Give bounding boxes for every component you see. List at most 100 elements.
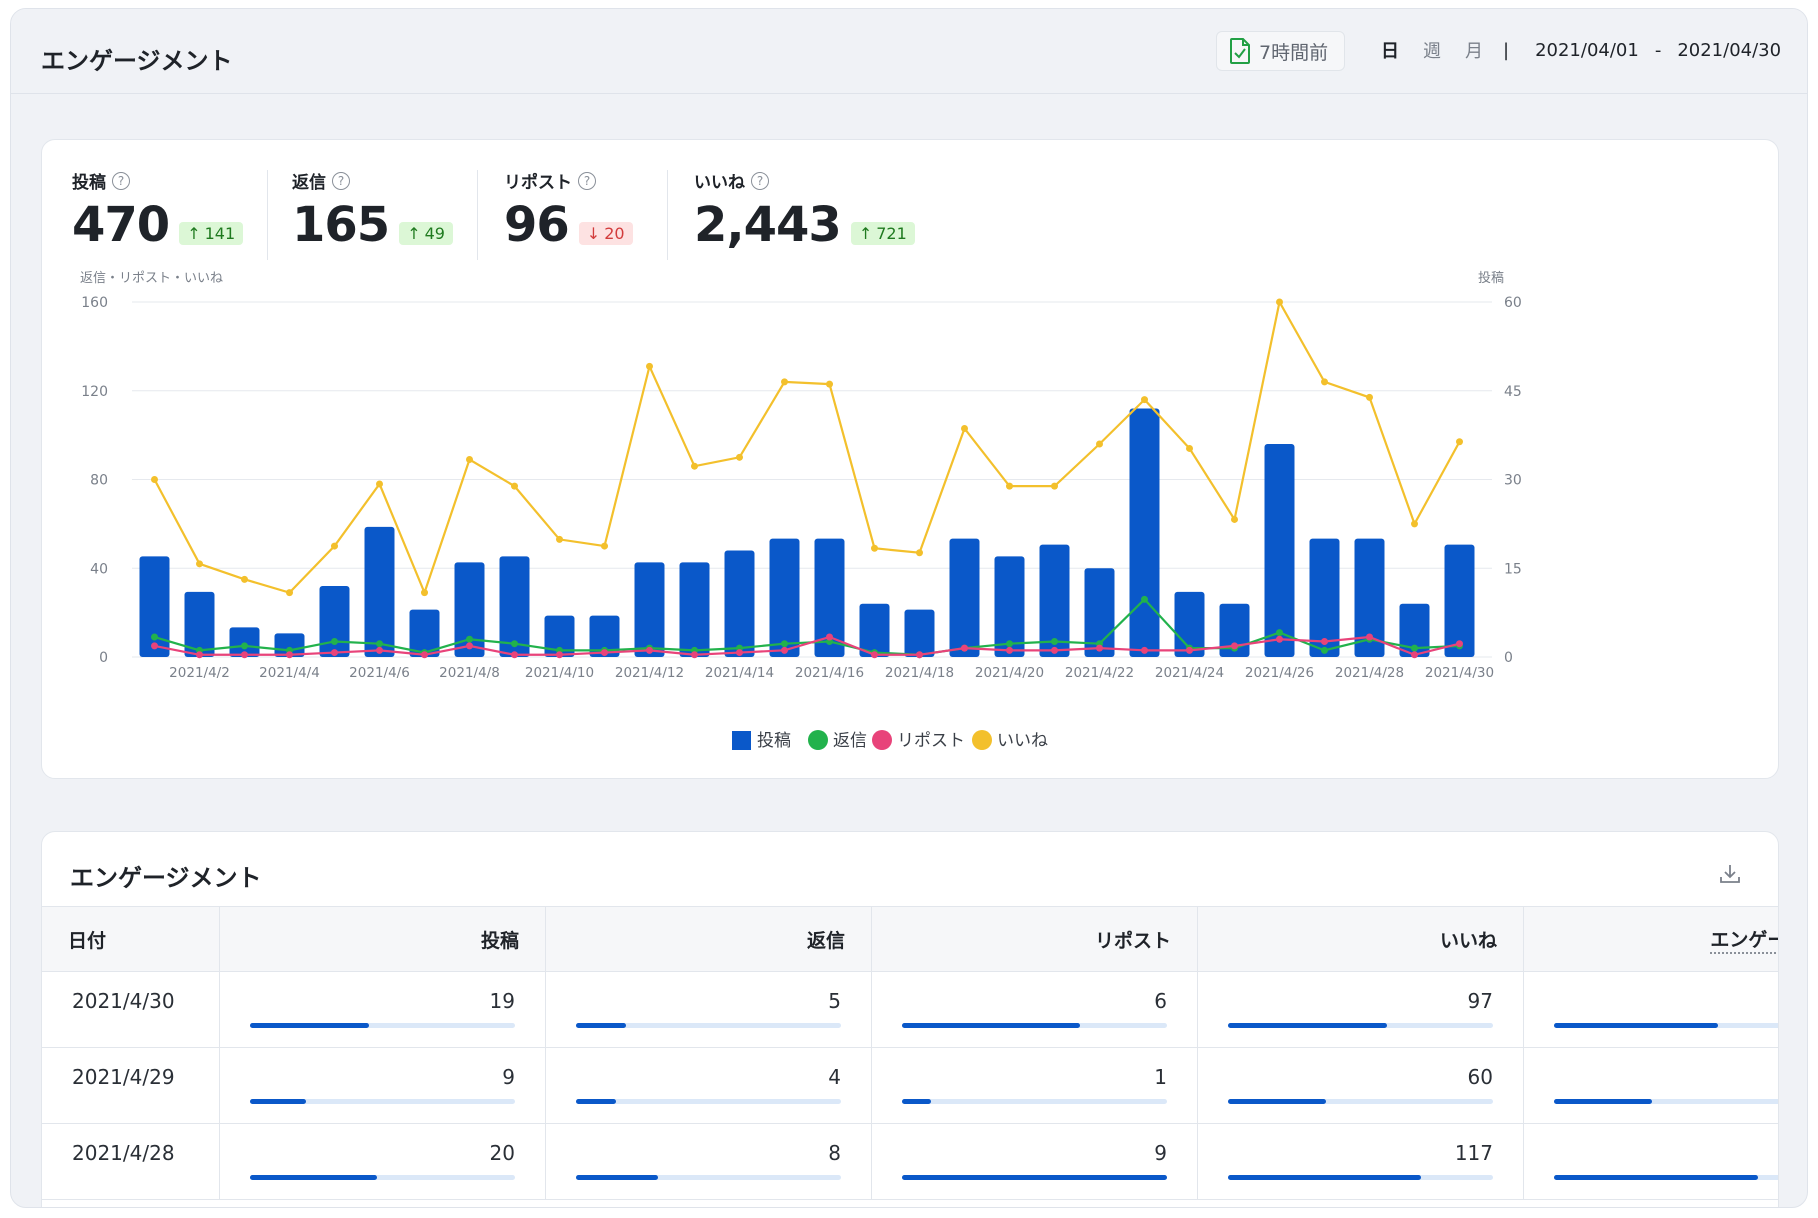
delta-value: 141 — [204, 224, 236, 243]
point-返信 — [781, 640, 788, 648]
x-tick-label: 2021/4/28 — [1335, 665, 1404, 681]
point-返信 — [1411, 644, 1418, 652]
cell-value: 4 — [828, 1065, 841, 1089]
point-リポスト — [691, 651, 698, 659]
cell-posts: 19 — [220, 971, 546, 1047]
help-icon[interactable]: ? — [112, 171, 130, 190]
download-icon[interactable] — [1718, 862, 1742, 886]
progress-fill — [902, 1023, 1080, 1028]
cell-engagement — [1524, 971, 1778, 1047]
page-title: エンゲージメント — [41, 47, 233, 75]
progress-fill — [576, 1023, 627, 1028]
point-いいね — [646, 362, 653, 370]
point-いいね — [1321, 378, 1328, 386]
arrow-up-icon: ↑ — [187, 224, 201, 243]
column-header-posts[interactable]: 投稿 — [220, 907, 546, 971]
cell-replies: 8 — [546, 1123, 872, 1199]
cell-likes: 60 — [1198, 1047, 1524, 1123]
point-返信 — [1321, 646, 1328, 654]
progress-track — [1554, 1175, 1778, 1180]
legend-label: 投稿 — [757, 731, 791, 751]
cell-reposts: 9 — [872, 1123, 1198, 1199]
date-from[interactable]: 2021/04/01 — [1535, 39, 1639, 61]
table-row[interactable]: 2021/4/30 19 5 6 97 — [42, 971, 1778, 1048]
bar-posts — [409, 609, 440, 657]
progress-track — [902, 1175, 1167, 1180]
point-リポスト — [1141, 646, 1148, 654]
period-selector: 日 週 月 | 2021/04/01 - 2021/04/30 — [1369, 37, 1797, 63]
cell-date: 2021/4/29 — [42, 1047, 220, 1123]
point-いいね — [196, 560, 203, 568]
point-返信 — [331, 637, 338, 645]
bar-posts — [814, 538, 845, 657]
stat-value: 2,443 — [694, 197, 842, 253]
table-row[interactable]: 2021/4/29 9 4 1 60 — [42, 1047, 1778, 1124]
export-status-button[interactable]: 7時間前 — [1216, 31, 1346, 71]
point-いいね — [421, 589, 428, 597]
point-リポスト — [916, 651, 923, 659]
cell-posts: 9 — [220, 1047, 546, 1123]
divider — [267, 170, 268, 260]
stat-value: 470 — [72, 197, 170, 253]
cell-value: 20 — [489, 1141, 515, 1165]
delta-badge: ↑ 721 — [850, 222, 915, 245]
table-row[interactable]: 2021/4/28 20 8 9 117 — [42, 1123, 1778, 1200]
point-リポスト — [1006, 646, 1013, 654]
point-リポスト — [331, 649, 338, 657]
point-リポスト — [871, 651, 878, 659]
stat-label: 投稿 — [72, 173, 106, 193]
bar-posts — [184, 591, 215, 657]
column-header-date[interactable]: 日付 — [42, 907, 220, 971]
cell-likes: 117 — [1198, 1123, 1524, 1199]
right-axis-title: 投稿 — [1478, 270, 1504, 286]
column-header-likes[interactable]: いいね — [1198, 907, 1524, 971]
right-tick-label: 15 — [1504, 561, 1522, 577]
point-リポスト — [376, 646, 383, 654]
column-header-engagement[interactable]: エンゲージメ — [1524, 907, 1778, 971]
point-いいね — [1411, 520, 1418, 528]
help-icon[interactable]: ? — [332, 171, 350, 190]
bar-posts — [1444, 544, 1475, 657]
bar-posts — [454, 562, 485, 657]
point-リポスト — [646, 646, 653, 654]
point-リポスト — [1231, 642, 1238, 650]
column-header-reposts[interactable]: リポスト — [872, 907, 1198, 971]
point-いいね — [601, 542, 608, 550]
column-header-replies[interactable]: 返信 — [546, 907, 872, 971]
left-tick-label: 160 — [81, 295, 108, 311]
bar-posts — [724, 550, 755, 657]
help-icon[interactable]: ? — [751, 171, 769, 190]
cell-value: 1 — [1154, 1065, 1167, 1089]
legend-swatch-返信 — [808, 730, 828, 750]
progress-fill — [576, 1175, 659, 1180]
point-いいね — [466, 456, 473, 464]
point-リポスト — [961, 644, 968, 652]
delta-value: 20 — [604, 224, 625, 243]
bar-posts — [949, 538, 980, 657]
cell-date: 2021/4/30 — [42, 971, 220, 1047]
point-返信 — [241, 642, 248, 650]
help-icon[interactable]: ? — [578, 171, 596, 190]
bar-posts — [1264, 444, 1295, 657]
point-リポスト — [151, 642, 158, 650]
bar-posts — [139, 556, 170, 657]
progress-fill — [1228, 1175, 1422, 1180]
date-to[interactable]: 2021/04/30 — [1677, 39, 1782, 61]
legend-label: リポスト — [897, 731, 965, 751]
cell-value: 5 — [828, 989, 841, 1013]
point-いいね — [1051, 482, 1058, 490]
table-header: 日付 投稿 返信 リポスト いいね エンゲージメ — [42, 906, 1778, 972]
period-day[interactable]: 日 — [1381, 41, 1399, 62]
stat-reposts: リポスト? 96 ↓ 20 — [504, 168, 633, 253]
point-いいね — [1141, 396, 1148, 404]
cell-value: 60 — [1467, 1065, 1493, 1089]
point-リポスト — [736, 649, 743, 657]
point-返信 — [511, 640, 518, 648]
right-tick-label: 45 — [1504, 384, 1522, 400]
bar-posts — [589, 615, 620, 657]
point-リポスト — [556, 651, 563, 659]
period-month[interactable]: 月 — [1465, 41, 1483, 62]
x-tick-label: 2021/4/22 — [1065, 665, 1134, 681]
period-week[interactable]: 週 — [1423, 41, 1441, 62]
